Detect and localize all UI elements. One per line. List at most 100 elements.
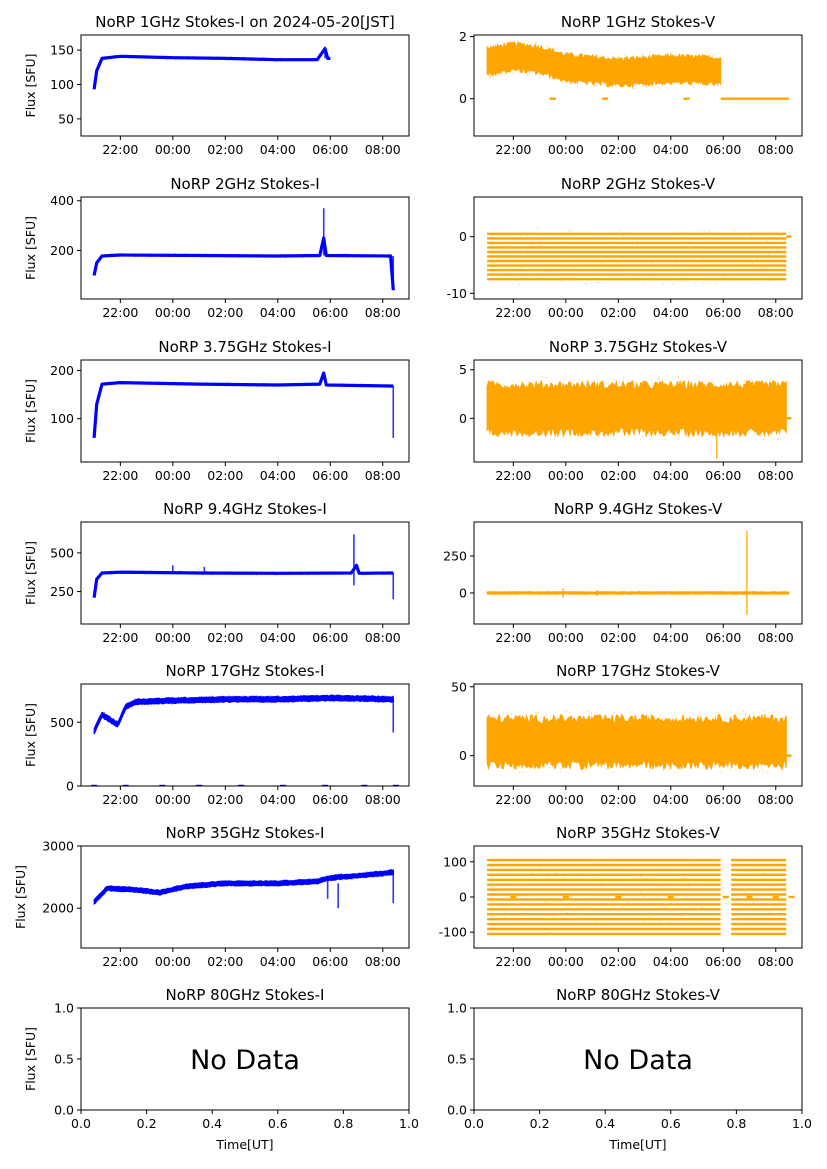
data-point bbox=[578, 591, 580, 594]
data-point bbox=[596, 422, 598, 424]
data-point bbox=[691, 422, 693, 424]
data-point bbox=[612, 593, 614, 595]
data-point bbox=[650, 751, 652, 754]
data-point bbox=[737, 422, 739, 424]
data-point bbox=[519, 758, 521, 760]
x-tick-label: 22:00 bbox=[495, 954, 531, 969]
data-point bbox=[168, 571, 171, 573]
data-point bbox=[628, 395, 630, 397]
data-point bbox=[766, 771, 768, 773]
data-point bbox=[282, 883, 284, 885]
data-point bbox=[229, 383, 231, 385]
data-point bbox=[553, 717, 555, 719]
data-point bbox=[547, 756, 549, 758]
data-point bbox=[632, 243, 634, 245]
data-point bbox=[760, 882, 763, 885]
data-point bbox=[744, 387, 746, 389]
data-point bbox=[115, 570, 117, 572]
data-point bbox=[332, 254, 334, 256]
data-point bbox=[739, 592, 741, 595]
data-point bbox=[520, 54, 522, 56]
data-point bbox=[627, 738, 629, 741]
data-point bbox=[283, 383, 286, 385]
data-point bbox=[303, 255, 305, 257]
data-point bbox=[628, 726, 630, 728]
data-point bbox=[711, 380, 713, 382]
data-point bbox=[529, 592, 532, 595]
data-point bbox=[524, 44, 526, 46]
data-point bbox=[542, 403, 544, 405]
data-point bbox=[594, 73, 596, 76]
x-tick-label: 0.8 bbox=[333, 1116, 353, 1131]
data-point bbox=[705, 754, 707, 756]
data-point bbox=[233, 573, 235, 576]
data-point bbox=[223, 256, 225, 258]
data-point bbox=[578, 716, 580, 718]
data-point bbox=[203, 887, 205, 889]
data-point bbox=[373, 873, 375, 875]
data-point bbox=[590, 67, 592, 70]
data-point bbox=[559, 414, 561, 416]
data-point bbox=[589, 907, 591, 909]
data-point bbox=[504, 241, 506, 243]
data-point bbox=[274, 698, 276, 700]
data-point bbox=[710, 59, 712, 61]
data-point bbox=[380, 701, 382, 703]
data-point bbox=[571, 230, 573, 232]
data-point bbox=[760, 433, 762, 436]
data-point bbox=[611, 84, 613, 86]
data-point bbox=[110, 887, 112, 890]
data-point bbox=[569, 712, 572, 714]
data-point bbox=[156, 383, 158, 385]
data-point bbox=[782, 740, 785, 742]
data-point bbox=[665, 906, 667, 909]
data-point bbox=[694, 593, 696, 595]
data-point bbox=[231, 696, 233, 698]
data-point bbox=[681, 916, 683, 918]
data-point bbox=[581, 917, 583, 919]
data-point bbox=[244, 255, 246, 257]
data-point bbox=[227, 880, 229, 883]
data-point bbox=[111, 723, 113, 725]
data-point bbox=[540, 717, 542, 719]
data-point bbox=[126, 383, 128, 385]
data-point bbox=[345, 873, 347, 876]
data-point bbox=[728, 742, 731, 744]
data-point bbox=[763, 398, 765, 401]
data-point bbox=[170, 698, 172, 701]
data-point bbox=[562, 384, 564, 386]
data-point bbox=[613, 58, 615, 61]
data-point bbox=[199, 57, 201, 59]
data-point bbox=[681, 246, 683, 248]
data-point bbox=[715, 591, 717, 594]
data-point bbox=[95, 728, 97, 730]
data-point bbox=[228, 57, 230, 59]
data-point bbox=[94, 592, 96, 594]
data-point bbox=[261, 383, 263, 385]
data-point bbox=[619, 82, 622, 84]
data-point bbox=[744, 591, 746, 593]
data-point bbox=[559, 730, 561, 733]
data-point bbox=[639, 591, 642, 594]
data-point bbox=[676, 592, 678, 594]
data-point bbox=[763, 747, 765, 749]
data-point bbox=[729, 592, 732, 594]
data-point bbox=[677, 376, 680, 379]
data-point bbox=[506, 54, 508, 56]
data-point bbox=[541, 591, 543, 593]
data-point bbox=[521, 718, 523, 720]
data-point bbox=[704, 75, 706, 77]
data-point bbox=[303, 254, 305, 256]
data-point bbox=[297, 254, 299, 256]
data-point bbox=[624, 61, 626, 63]
data-point bbox=[227, 255, 229, 257]
data-point bbox=[719, 400, 721, 403]
data-point bbox=[788, 591, 790, 593]
data-point bbox=[636, 409, 638, 411]
data-point bbox=[303, 883, 305, 885]
data-point bbox=[546, 411, 548, 413]
data-point bbox=[732, 277, 734, 279]
data-point bbox=[211, 701, 213, 704]
data-point bbox=[134, 255, 136, 258]
data-point bbox=[594, 415, 596, 417]
